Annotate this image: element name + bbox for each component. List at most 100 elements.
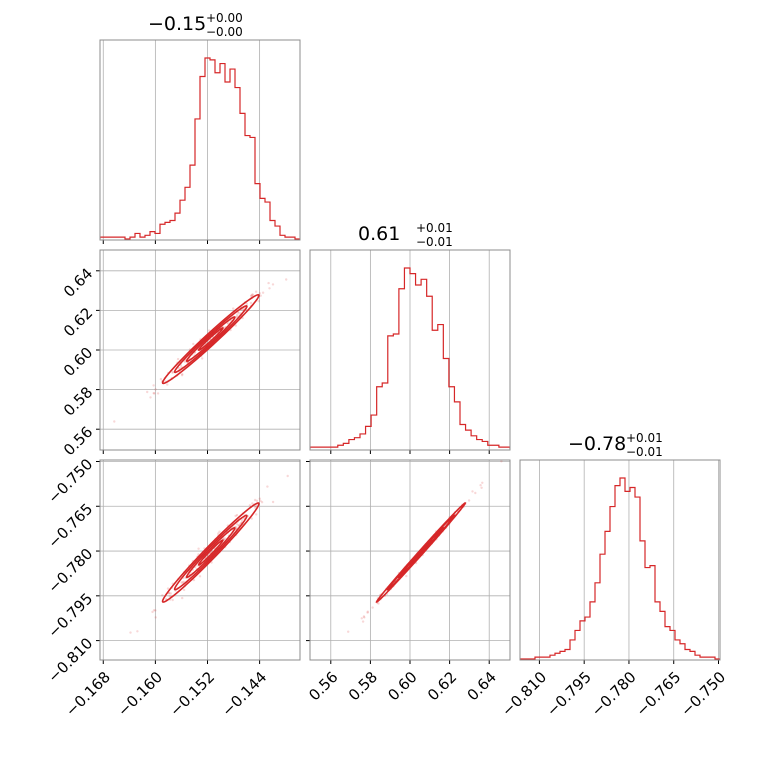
x-tick-label: −0.780: [588, 668, 640, 720]
scatter-point: [171, 598, 174, 602]
scatter-point: [254, 290, 258, 293]
scatter-point: [251, 293, 254, 296]
data-layer: [100, 57, 720, 660]
scatter-point: [161, 594, 164, 597]
y-tick-label: 0.60: [60, 344, 96, 380]
scatter-point: [181, 596, 184, 600]
scatter-point: [480, 486, 483, 489]
scatter-point: [217, 532, 220, 535]
scatter-point: [113, 420, 116, 423]
x-tick-label: 0.62: [424, 668, 460, 704]
scatter-point: [159, 377, 163, 381]
scatter-point: [248, 504, 252, 507]
scatter-point: [251, 293, 254, 296]
y-tick-label: −0.795: [44, 589, 96, 641]
scatter-point: [479, 484, 482, 487]
scatter-point: [236, 313, 239, 316]
scatter-point: [240, 518, 244, 522]
scatter-point: [257, 300, 260, 303]
scatter-point: [268, 287, 271, 290]
contour-level-2: [173, 305, 248, 374]
histogram-1: [310, 267, 510, 449]
scatter-point: [166, 587, 170, 590]
scatter-point: [171, 371, 174, 374]
scatter-point: [500, 460, 503, 463]
scatter-point: [471, 490, 474, 493]
scatter-point: [250, 294, 253, 297]
scatter-point: [151, 610, 154, 614]
scatter-point: [180, 581, 183, 584]
scatter-point: [181, 581, 184, 584]
scatter-point: [154, 616, 157, 619]
scatter-point: [154, 388, 157, 391]
contour-level-0: [197, 327, 224, 352]
scatter-point: [245, 302, 248, 306]
x-tick-label: −0.168: [62, 668, 114, 720]
y-tick-label: 0.58: [60, 383, 96, 419]
panel-frame-2-0: [99, 459, 301, 661]
histogram-0: [100, 57, 300, 240]
scatter-point: [258, 292, 261, 295]
scatter-point: [171, 370, 175, 374]
scatter-point: [180, 374, 184, 377]
scatter-point: [232, 307, 235, 310]
scatter-point: [286, 474, 289, 478]
scatter-point: [361, 620, 365, 623]
scatter-point: [237, 524, 240, 527]
scatter-point: [363, 616, 366, 619]
contour-level-0: [197, 539, 224, 566]
scatter-point: [178, 367, 181, 370]
scatter-point: [235, 315, 239, 318]
x-tick-label: −0.795: [543, 668, 595, 720]
contour-level-0: [408, 539, 434, 566]
scatter-point: [166, 383, 169, 386]
scatter-point: [207, 329, 211, 332]
x-tick-label: 0.60: [384, 668, 420, 704]
scatter-point: [235, 522, 238, 526]
panel-title-minus-1: −0.01: [416, 235, 453, 249]
scatter-point: [153, 392, 156, 395]
scatter-point: [197, 547, 200, 550]
scatter-point: [266, 485, 269, 488]
scatter-point: [347, 630, 350, 633]
scatter-point: [271, 283, 275, 286]
scatter-point: [146, 390, 149, 394]
scatter-point: [192, 578, 196, 582]
scatter-point: [255, 513, 258, 516]
scatter-point: [195, 564, 199, 567]
panel-frame-2-2: [519, 459, 721, 661]
scatter-point: [474, 491, 477, 495]
scatter-point: [377, 602, 380, 605]
panel-frame-1-1: [309, 249, 511, 451]
scatter-point: [149, 396, 152, 399]
scatter-point: [254, 505, 257, 508]
y-tick-label: 0.56: [60, 423, 96, 459]
y-tick-label: −0.810: [44, 634, 96, 686]
scatter-point: [467, 499, 471, 502]
panel-title-plus-0: +0.00: [206, 11, 243, 25]
scatter-point: [260, 501, 264, 504]
y-tick-label: 0.64: [60, 264, 96, 300]
x-tick-label: −0.144: [218, 668, 270, 720]
scatter-point: [218, 530, 221, 533]
x-tick-label: −0.750: [677, 668, 729, 720]
x-tick-label: −0.152: [166, 668, 218, 720]
scatter-point: [255, 499, 259, 502]
scatter-point: [168, 592, 171, 595]
scatter-point: [235, 513, 239, 517]
contour-level-1: [185, 316, 236, 363]
y-tick-label: −0.765: [44, 500, 96, 552]
scatter-point: [259, 499, 262, 503]
scatter-point: [152, 609, 156, 612]
y-tick-label: 0.62: [60, 304, 96, 340]
grid-layer: [100, 40, 719, 660]
scatter-point: [181, 373, 184, 376]
panel-title-plus-2: +0.01: [626, 431, 663, 445]
scatter-point: [366, 611, 369, 614]
scatter-point: [152, 392, 155, 395]
scatter-point: [360, 617, 363, 620]
scatter-point: [250, 517, 253, 520]
frame-layer: [96, 39, 721, 664]
panel-title-minus-0: −0.00: [206, 25, 243, 39]
